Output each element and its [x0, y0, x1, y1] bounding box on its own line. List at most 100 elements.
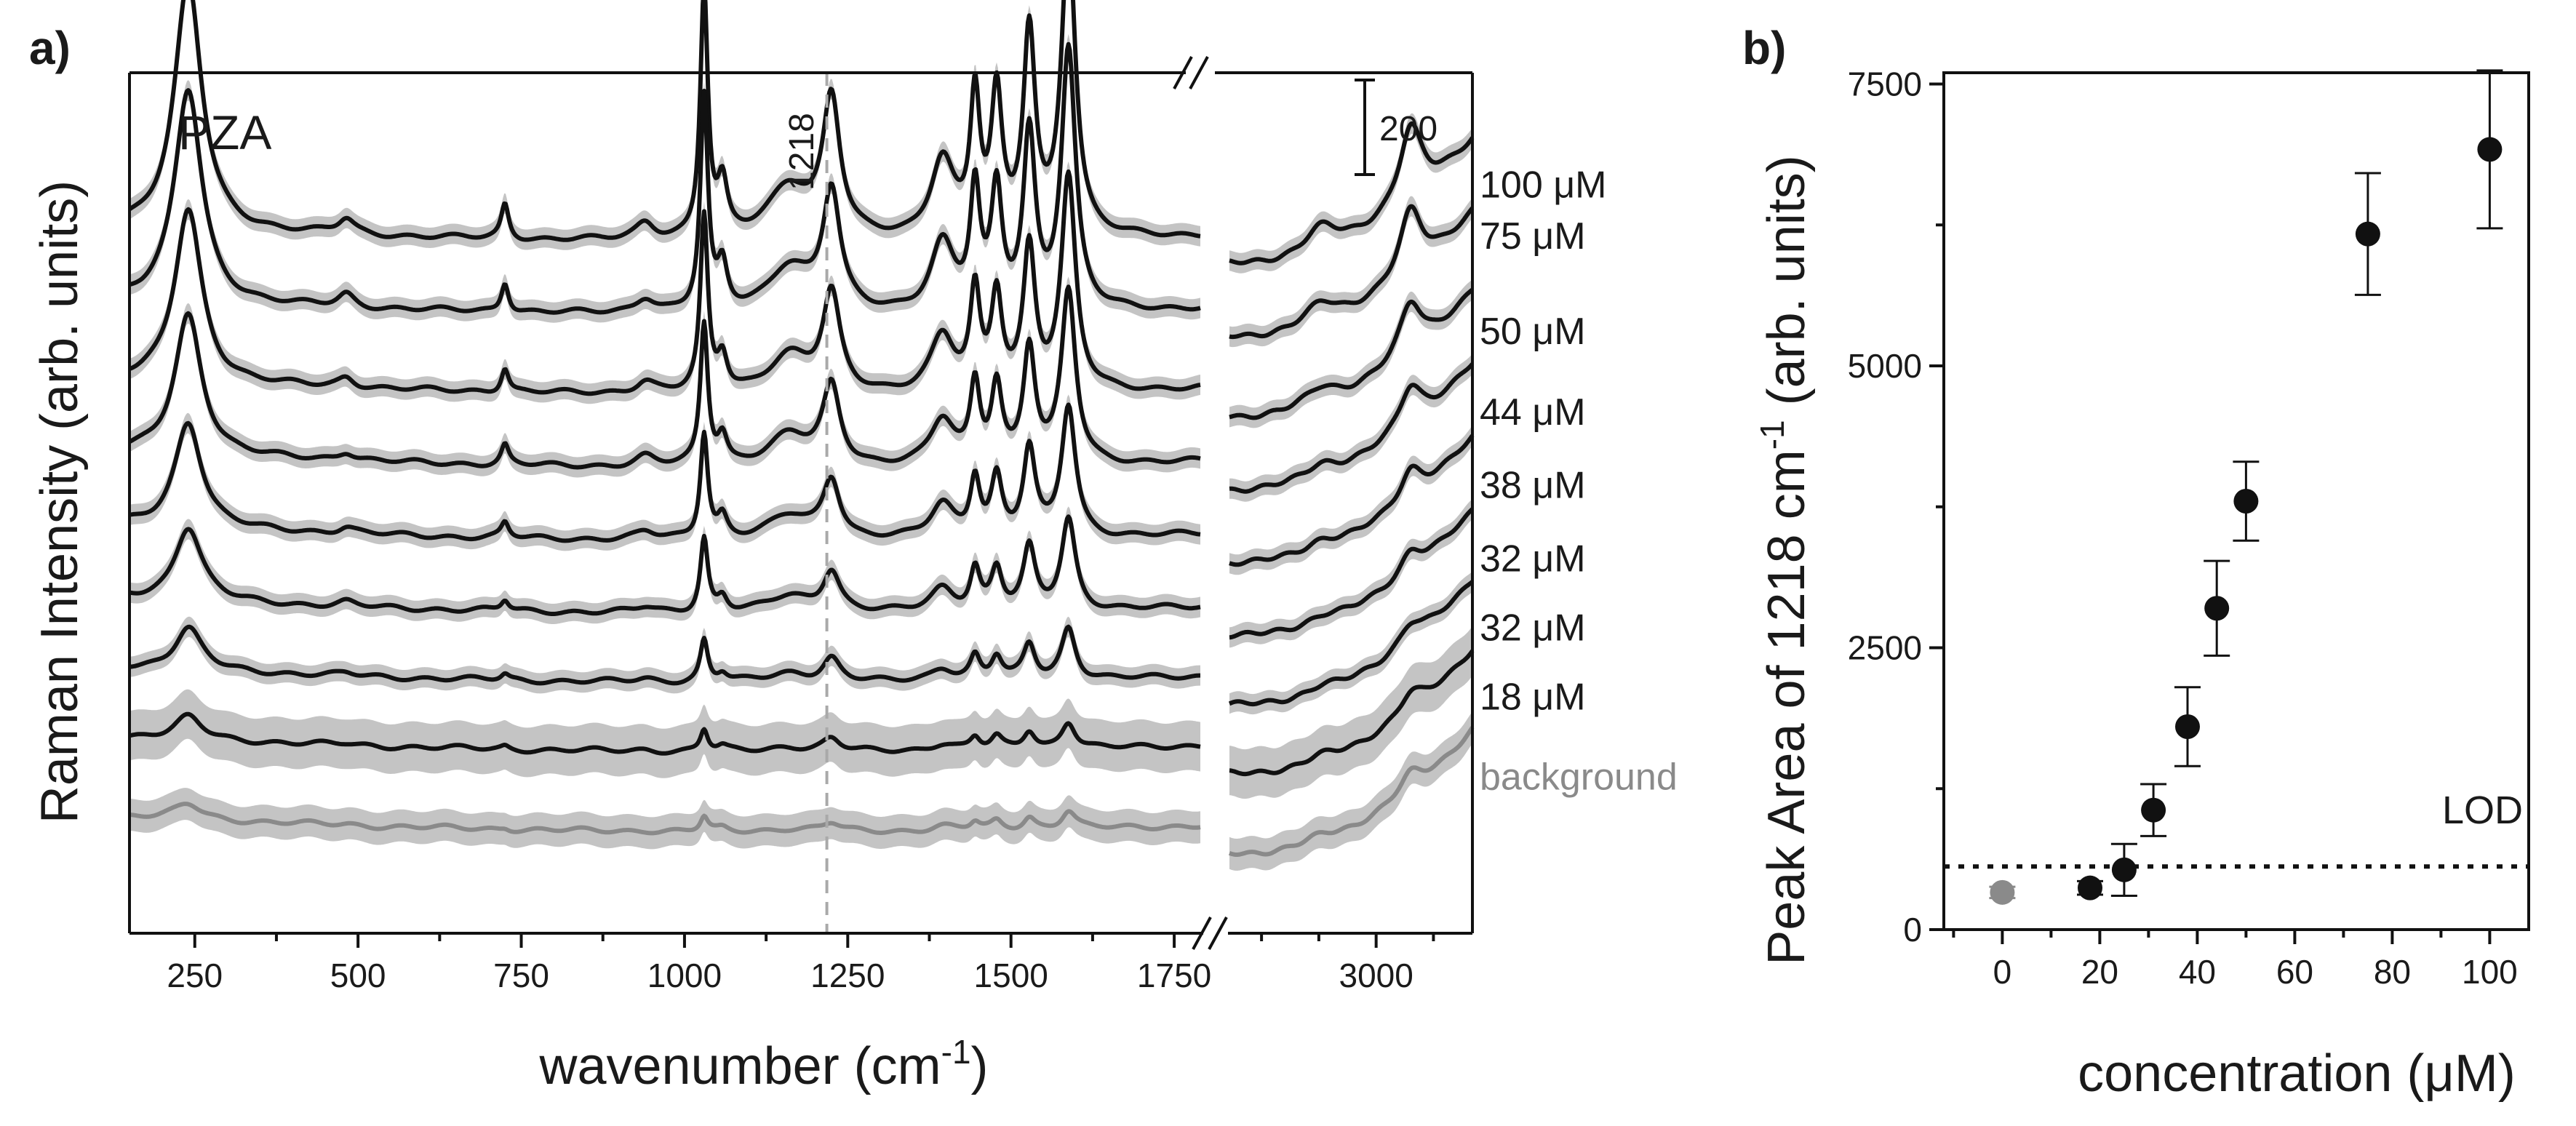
axis-break-mark-0 [1173, 56, 1193, 89]
spectrum-band-2-seg0 [129, 161, 1200, 404]
spectrum-band-1-seg0 [129, 33, 1200, 323]
series-label-5: 32 μM [1480, 538, 1586, 580]
lod-label: LOD [2442, 788, 2523, 832]
y-title-end: (arb. units) [1758, 155, 1816, 420]
b-x-tick-label-80: 80 [2374, 953, 2411, 991]
spectrum-line-5-seg1 [1228, 507, 1475, 640]
data-point-marker-1 [2078, 875, 2102, 901]
data-point-5 [2204, 559, 2230, 657]
spectrum-line-6-seg0 [128, 624, 1202, 686]
spectrum-line-8-seg0 [128, 802, 1202, 836]
spectrum-band-7-seg1 [1229, 626, 1472, 799]
b-y-tick-label-7500: 7500 [1848, 65, 1922, 103]
data-point-2 [2110, 842, 2137, 897]
b-x-tick-label-60: 60 [2276, 953, 2313, 991]
panel-b-label: b) [1742, 22, 1786, 74]
panel-a-spectra: a) 250 500 750 1000 1250 1500 1750 3000 PZA 121… [29, 0, 1678, 1095]
spectrum-line-3-seg0 [128, 284, 1202, 470]
scale-bar: 200 [1355, 79, 1437, 176]
spectrum-line-4-seg1 [1228, 434, 1475, 567]
y-title-superscript: -1 [1753, 420, 1791, 450]
panel-b-x-axis-title: concentration (μM) [2078, 1045, 2516, 1103]
spectrum-line-2-seg0 [128, 169, 1202, 396]
b-x-tick-label-40: 40 [2179, 953, 2216, 991]
spectrum-line-4-seg0 [128, 402, 1202, 543]
data-point-1 [2077, 875, 2103, 901]
spectrum-line-5-seg0 [128, 514, 1202, 616]
series-label-0: 100 μM [1480, 164, 1606, 206]
x-title-main: wavenumber (cm [538, 1037, 941, 1095]
spectrum-band-2-seg1 [1229, 279, 1472, 428]
series-label-2: 50 μM [1480, 311, 1586, 353]
panel-b-calibration: b) 0 20 40 60 80 100 0 2500 5000 7500 LOD Peak Ar… [1742, 22, 2530, 1103]
data-point-marker-2 [2111, 857, 2137, 882]
b-y-tick-label-5000: 5000 [1848, 347, 1922, 385]
spectrum-line-0-seg0 [128, 0, 1202, 242]
b-y-tick-label-0: 0 [1903, 911, 1922, 949]
x-tick-label-750: 750 [493, 957, 549, 994]
data-point-marker-6 [2233, 489, 2259, 514]
spectrum-band-7-seg0 [129, 689, 1200, 778]
spectrum-line-1-seg0 [128, 41, 1202, 315]
spectrum-band-8-seg1 [1229, 711, 1472, 871]
panel-a-axes [128, 56, 1474, 950]
panel-b-ticks: 0 20 40 60 80 100 0 2500 5000 7500 [1848, 65, 2518, 991]
scale-bar-label: 200 [1379, 110, 1437, 148]
data-point-marker-8 [2477, 137, 2503, 162]
b-x-tick-label-20: 20 [2081, 953, 2118, 991]
spectrum-line-7-seg0 [128, 711, 1202, 756]
data-point-0 [1989, 879, 2016, 905]
panel-b-frame [1942, 71, 2530, 931]
spectrum-line-0-seg1 [1228, 121, 1475, 265]
x-tick-label-3000: 3000 [1339, 957, 1413, 994]
series-label-4: 38 μM [1480, 465, 1586, 507]
x-tick-label-500: 500 [330, 957, 386, 994]
series-label-8: background [1480, 756, 1678, 799]
data-points [1989, 69, 2503, 905]
series-label-6: 32 μM [1480, 607, 1586, 650]
spectrum-line-3-seg1 [1228, 362, 1475, 494]
data-point-3 [2140, 783, 2167, 837]
spectrum-band-1-seg1 [1229, 196, 1472, 348]
spectrum-band-4-seg1 [1229, 425, 1472, 575]
data-point-6 [2233, 460, 2260, 542]
x-tick-label-1000: 1000 [647, 957, 722, 994]
data-point-8 [2476, 69, 2503, 230]
data-point-marker-4 [2175, 714, 2200, 739]
spectrum-band-6-seg0 [129, 616, 1200, 694]
spectrum-band-3-seg1 [1229, 354, 1472, 502]
axis-break-mark-2 [1192, 917, 1212, 950]
data-point-marker-3 [2141, 797, 2166, 823]
x-title-end: ) [971, 1037, 989, 1095]
spectrum-line-2-seg1 [1228, 287, 1474, 420]
spectrum-band-0-seg1 [1229, 113, 1472, 273]
series-label-3: 44 μM [1480, 391, 1586, 434]
spectrum-line-6-seg1 [1228, 580, 1474, 707]
x-tick-label-1750: 1750 [1137, 957, 1211, 994]
panel-a-x-axis-title: wavenumber (cm-1) [538, 1033, 988, 1095]
series-label-7: 18 μM [1480, 676, 1586, 719]
data-point-marker-7 [2355, 221, 2380, 247]
axis-break-mark-3 [1208, 917, 1228, 950]
y-title-main: Peak Area of 1218 cm [1758, 450, 1816, 965]
x-title-superscript: -1 [941, 1033, 971, 1071]
panel-a-y-axis-title: Raman Intensity (arb. units) [31, 180, 89, 823]
b-y-tick-label-2500: 2500 [1848, 629, 1922, 667]
panel-a-label: a) [29, 22, 71, 74]
b-x-tick-label-100: 100 [2462, 953, 2518, 991]
x-tick-label-1250: 1250 [810, 957, 885, 994]
spectra-lines [128, 0, 1475, 857]
compound-label: PZA [178, 105, 271, 159]
axis-break-mark-1 [1189, 56, 1209, 89]
data-point-marker-5 [2204, 596, 2230, 621]
data-point-marker-0 [1990, 879, 2015, 905]
series-labels: 100 μM 75 μM 50 μM 44 μM 38 μM 32 μM 32 μM 18 μ… [1480, 164, 1678, 798]
x-tick-label-250: 250 [167, 957, 223, 994]
spectrum-band-8-seg0 [129, 788, 1200, 850]
spectrum-line-1-seg1 [1228, 204, 1475, 340]
data-point-4 [2174, 686, 2201, 767]
panel-b-y-axis-title: Peak Area of 1218 cm-1 (arb. units) [1753, 155, 1816, 965]
panel-b-axes [1942, 71, 2530, 931]
x-tick-label-1500: 1500 [974, 957, 1048, 994]
